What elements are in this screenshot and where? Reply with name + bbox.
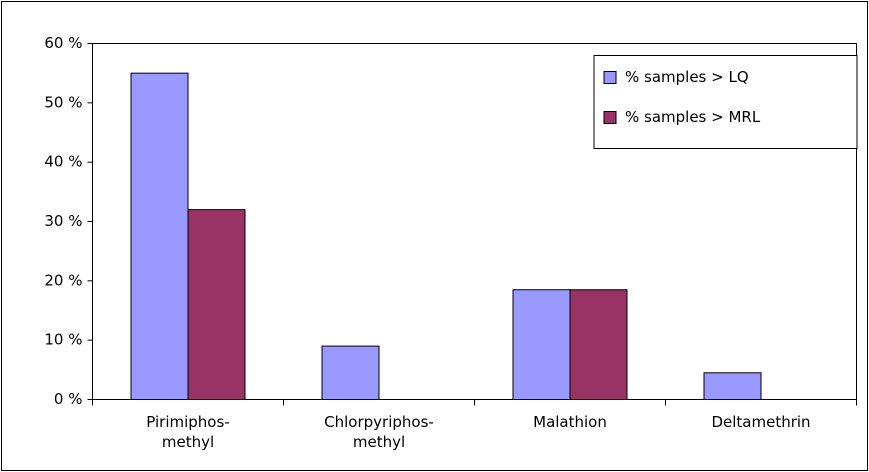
y-tick-label: 10 % bbox=[44, 331, 82, 349]
legend-label: % samples > LQ bbox=[625, 68, 749, 86]
bar bbox=[187, 209, 246, 400]
x-tick-label: Pirimiphos-methyl bbox=[146, 412, 230, 451]
y-tick-label: 60 % bbox=[44, 34, 82, 52]
y-tick-label: 20 % bbox=[44, 271, 82, 289]
x-tick-label: Chlorpyriphos-methyl bbox=[324, 412, 434, 451]
bar bbox=[703, 372, 762, 400]
legend-swatch bbox=[603, 111, 617, 124]
legend-box bbox=[593, 55, 858, 149]
bar bbox=[512, 289, 571, 401]
bar bbox=[130, 72, 189, 401]
legend-label: % samples > MRL bbox=[625, 108, 761, 126]
y-tick-label: 40 % bbox=[44, 153, 82, 171]
y-tick-label: 0 % bbox=[54, 390, 83, 408]
y-tick-label: 50 % bbox=[44, 93, 82, 111]
bar bbox=[569, 289, 628, 401]
y-tick-label: 30 % bbox=[44, 212, 82, 230]
legend-swatch bbox=[603, 71, 617, 84]
bar bbox=[321, 345, 380, 401]
x-tick-label: Deltamethrin bbox=[711, 412, 811, 431]
x-tick-label: Malathion bbox=[533, 412, 607, 431]
